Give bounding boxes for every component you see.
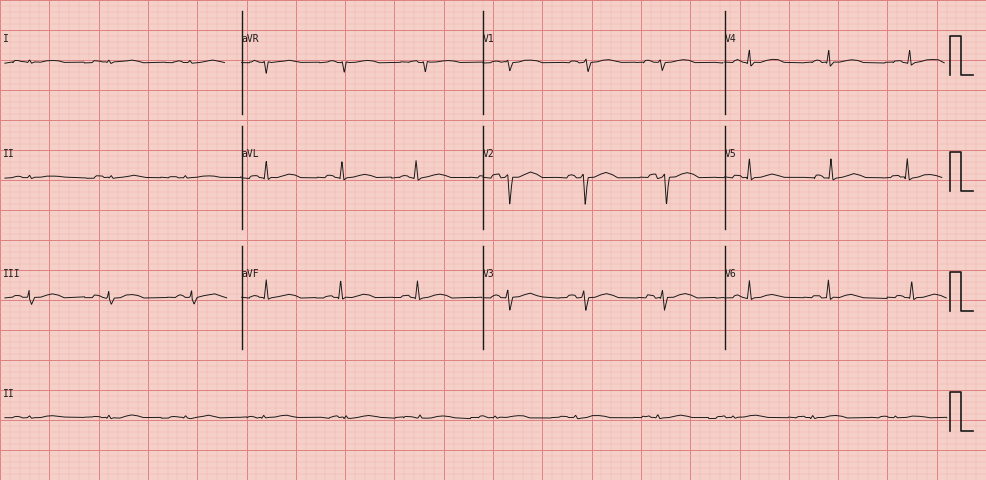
Text: aVR: aVR [242, 34, 259, 44]
Text: II: II [3, 389, 15, 399]
Text: V6: V6 [725, 269, 737, 279]
Text: I: I [3, 34, 9, 44]
Text: V2: V2 [483, 149, 495, 159]
Text: III: III [3, 269, 21, 279]
Text: V3: V3 [483, 269, 495, 279]
Text: V5: V5 [725, 149, 737, 159]
Text: V4: V4 [725, 34, 737, 44]
Text: II: II [3, 149, 15, 159]
Text: aVF: aVF [242, 269, 259, 279]
Text: aVL: aVL [242, 149, 259, 159]
Text: V1: V1 [483, 34, 495, 44]
